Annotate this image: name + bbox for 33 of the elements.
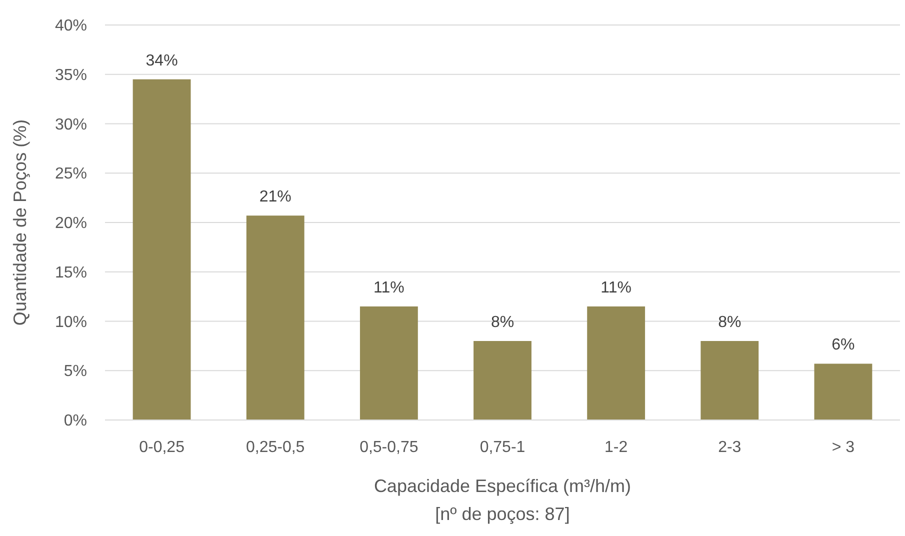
- data-label: 11%: [600, 279, 632, 296]
- data-label: 11%: [374, 279, 404, 296]
- bar: [246, 216, 304, 420]
- x-tick-label: 0,25-0,5: [246, 439, 305, 456]
- data-label: 8%: [490, 314, 514, 331]
- bar: [700, 341, 759, 420]
- y-tick-label: 20%: [54, 215, 87, 232]
- y-axis-title: Quantidade de Poços (%): [10, 119, 30, 326]
- y-tick-label: 30%: [54, 116, 87, 134]
- data-label: 6%: [832, 336, 855, 354]
- x-tick-label: 1-2: [604, 439, 628, 456]
- x-tick-label: 0,5-0,75: [360, 439, 418, 456]
- data-label: 8%: [718, 314, 742, 331]
- y-tick-label: 25%: [54, 166, 87, 183]
- y-tick-label: 0%: [64, 412, 87, 430]
- x-tick-label: > 3: [832, 439, 855, 456]
- x-tick-label: 0-0,25: [139, 439, 185, 456]
- bar: [360, 306, 418, 420]
- y-tick-label: 40%: [54, 18, 87, 35]
- text: [nº de poços: 87]: [435, 504, 570, 524]
- data-label: 34%: [146, 52, 178, 70]
- bar: [587, 306, 646, 420]
- bar: [474, 341, 532, 420]
- bar: [814, 364, 872, 420]
- y-tick-label: 10%: [54, 314, 87, 331]
- x-tick-label: 2-3: [718, 439, 742, 456]
- data-label: 21%: [259, 188, 292, 206]
- bar: [132, 79, 191, 420]
- x-tick-label: 0,75-1: [480, 439, 526, 456]
- y-tick-label: 35%: [54, 66, 87, 84]
- x-axis-title: Capacidade Específica (m³/h/m): [374, 476, 632, 496]
- y-tick-label: 15%: [54, 264, 87, 282]
- y-tick-label: 5%: [64, 363, 87, 380]
